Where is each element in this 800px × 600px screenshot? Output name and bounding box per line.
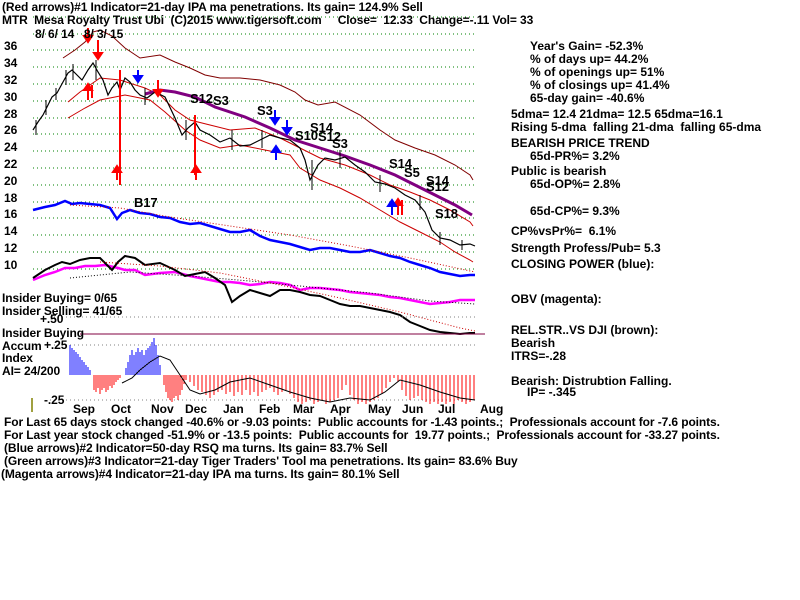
signal-label: S10 xyxy=(295,128,318,143)
y-tick: 22 xyxy=(4,157,18,171)
footer-65day: For Last 65 days stock changed -40.6% or… xyxy=(4,415,720,429)
y-tick: 32 xyxy=(4,73,18,87)
signal-label: S3 xyxy=(213,93,229,108)
accum-tick-plus25: +.25 xyxy=(44,338,68,352)
rel-str-label: REL.STR..VS DJI (brown): xyxy=(511,323,659,337)
x-tick: Dec xyxy=(185,402,208,416)
index-label: Index xyxy=(2,351,33,365)
y-tick: 28 xyxy=(4,107,18,121)
x-tick: Feb xyxy=(259,402,281,416)
mid-band-upper xyxy=(67,77,474,227)
days-up: % of days up= 44.2% xyxy=(530,52,649,66)
x-tick: Oct xyxy=(111,402,132,416)
y-tick: 30 xyxy=(4,90,18,104)
obv-label: OBV (magenta): xyxy=(511,292,602,306)
x-tick: May xyxy=(368,402,392,416)
blue-arrows xyxy=(132,70,398,215)
closing-power-label: CLOSING POWER (blue): xyxy=(511,257,655,271)
footer-blue-arrows: (Blue arrows)#2 Indicator=50-day RSQ ma … xyxy=(4,441,388,455)
y-tick: 24 xyxy=(4,140,18,154)
pr-65d: 65d-PR%= 3.2% xyxy=(530,149,620,163)
signal-label: S3 xyxy=(257,103,273,118)
x-tick: Apr xyxy=(330,402,351,416)
closings-up: % of closings up= 41.4% xyxy=(530,78,670,92)
public-status: Public is bearish xyxy=(511,164,607,178)
y-tick: 18 xyxy=(4,191,18,205)
accum-positive xyxy=(69,338,161,375)
accum-ma-line xyxy=(121,355,476,403)
op-65d: 65d-OP%= 2.8% xyxy=(530,177,621,191)
y-tick: 36 xyxy=(4,39,18,53)
ip-value: IP= -.345 xyxy=(527,385,577,399)
upper-band xyxy=(62,29,474,181)
y-tick: 10 xyxy=(4,258,18,272)
footer-year: For Last year stock changed -51.9% or -1… xyxy=(4,428,720,442)
insider-selling: Insider Selling= 41/65 xyxy=(2,304,123,318)
accum-label: Accum xyxy=(2,339,42,353)
signal-label: S5 xyxy=(404,165,420,180)
x-tick: Jan xyxy=(223,402,244,416)
y-tick: 14 xyxy=(4,224,18,238)
accum-tick-minus25: -.25 xyxy=(44,393,65,407)
footer-green-arrows: (Green arrows)#3 Indicator=21-day Tiger … xyxy=(4,454,518,468)
distribution-status: Bearish: Distrubtion Falling. xyxy=(511,374,672,388)
date-range: 8/ 6/ 14 8/ 3/ 15 xyxy=(35,27,124,41)
price-grid xyxy=(33,16,475,270)
itrs-value: ITRS=-.28 xyxy=(511,349,567,363)
signal-label: S12 xyxy=(318,129,341,144)
insider-buying: Insider Buying= 0/65 xyxy=(2,291,118,305)
signal-label: S12 xyxy=(190,91,213,106)
cp-vs-pr: CP%vsPr%= 6.1% xyxy=(511,224,617,238)
gain-65d: 65-day gain= -40.6% xyxy=(530,91,645,105)
footer-magenta-arrows: (Magenta arrows)#4 Indicator=21-day IPA … xyxy=(1,467,400,481)
price-line xyxy=(32,61,476,247)
y-tick: 26 xyxy=(4,123,18,137)
ticker-header: MTR Mesa Royalty Trust Ubi (C)2015 www.t… xyxy=(2,13,534,27)
insider-buying-label: Insider Buying xyxy=(2,326,84,340)
years-gain: Year's Gain= -52.3% xyxy=(530,39,644,53)
signal-label: S3 xyxy=(332,136,348,151)
signal-label: B17 xyxy=(134,195,158,210)
signal-label: S14 xyxy=(310,120,333,135)
indicator-header: (Red arrows)#1 Indicator=21-day IPA ma p… xyxy=(2,0,423,14)
y-tick: 16 xyxy=(4,207,18,221)
signal-label: S14 xyxy=(426,173,449,188)
red-arrows xyxy=(82,28,404,215)
x-tick: Jun xyxy=(402,402,424,416)
rel-str-status: Bearish xyxy=(511,336,556,350)
x-tick: Aug xyxy=(480,402,504,416)
signal-label: S14 xyxy=(389,156,412,171)
y-tick: 34 xyxy=(4,56,18,70)
ai-value: AI= 24/200 xyxy=(2,364,61,378)
price-trend: BEARISH PRICE TREND xyxy=(511,136,650,150)
ma65-line xyxy=(144,88,473,217)
signal-label: S12 xyxy=(426,179,449,194)
x-tick: Jul xyxy=(438,402,456,416)
y-tick: 12 xyxy=(4,241,18,255)
strength: Strength Profess/Pub= 5.3 xyxy=(511,241,661,255)
rel-str-line xyxy=(32,254,475,336)
x-tick: Nov xyxy=(151,402,174,416)
accum-tick-plus50: +.50 xyxy=(40,312,64,326)
signal-label: S18 xyxy=(435,206,458,221)
x-tick: Mar xyxy=(293,402,315,416)
dma-trend: Rising 5-dma falling 21-dma falling 65-d… xyxy=(511,120,762,134)
y-tick: 20 xyxy=(4,174,18,188)
x-tick: Sep xyxy=(73,402,96,416)
openings-up: % of openings up= 51% xyxy=(530,65,665,79)
cp-65d: 65d-CP%= 9.3% xyxy=(530,204,620,218)
dma-values: 5dma= 12.4 21dma= 12.5 65dma=16.1 xyxy=(511,107,723,121)
